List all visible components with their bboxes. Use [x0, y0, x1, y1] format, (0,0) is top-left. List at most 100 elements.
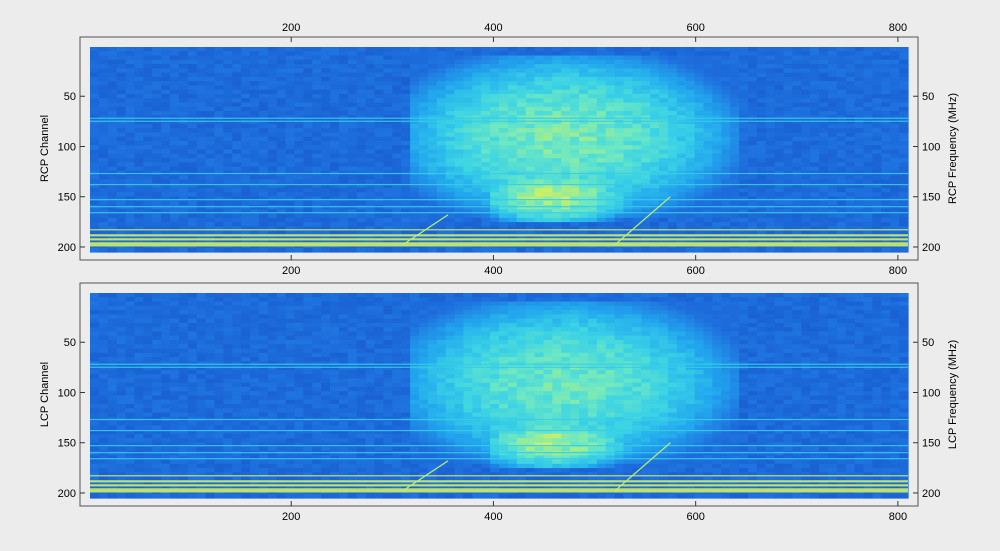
heatmap-cell [846, 68, 855, 73]
heatmap-cell [241, 68, 250, 73]
heatmap-cell [90, 64, 99, 69]
heatmap-cell [348, 60, 357, 65]
heatmap-cell [286, 150, 295, 155]
heatmap-cell [526, 179, 535, 184]
heatmap-cell [348, 162, 357, 167]
heatmap-cell [784, 103, 793, 108]
heatmap-cell [419, 192, 428, 197]
heatmap-cell [668, 293, 677, 298]
heatmap-cell [117, 107, 126, 112]
heatmap-cell [632, 248, 641, 253]
heatmap-cell [535, 188, 544, 193]
heatmap-cell [330, 128, 339, 133]
heatmap-cell [321, 175, 330, 180]
heatmap-cell [463, 120, 472, 125]
heatmap-cell [170, 192, 179, 197]
heatmap-cell [250, 306, 259, 311]
heatmap-cell [108, 73, 117, 78]
heatmap-cell [623, 192, 632, 197]
heatmap-cell [303, 103, 312, 108]
heatmap-cell [188, 314, 197, 319]
heatmap-cell [179, 188, 188, 193]
heatmap-cell [846, 218, 855, 223]
heatmap-cell [259, 167, 268, 172]
heatmap-cell [881, 222, 890, 227]
heatmap-cell [241, 150, 250, 155]
heatmap-cell [490, 293, 499, 298]
heatmap-cell [152, 141, 161, 146]
heatmap-cell [259, 196, 268, 201]
heatmap-cell [241, 293, 250, 298]
heatmap-cell [348, 128, 357, 133]
heatmap-cell [90, 205, 99, 210]
heatmap-cell [872, 132, 881, 137]
heatmap-cell [188, 201, 197, 206]
heatmap-cell [890, 68, 899, 73]
heatmap-cell [552, 196, 561, 201]
heatmap-cell [428, 154, 437, 159]
heatmap-cell [535, 158, 544, 163]
heatmap-cell [481, 226, 490, 231]
heatmap-cell [552, 124, 561, 129]
heatmap-cell [410, 111, 419, 116]
heatmap-cell [99, 306, 108, 311]
heatmap-cell [819, 128, 828, 133]
heatmap-cell [712, 218, 721, 223]
heatmap-cell [570, 111, 579, 116]
heatmap-cell [437, 297, 446, 302]
heatmap-cell [801, 154, 810, 159]
heatmap-cell [641, 98, 650, 103]
heatmap-cell [410, 94, 419, 99]
heatmap-cell [864, 132, 873, 137]
heatmap-cell [695, 51, 704, 56]
heatmap-cell [517, 226, 526, 231]
heatmap-cell [552, 77, 561, 82]
heatmap-cell [561, 56, 570, 61]
heatmap-cell [668, 158, 677, 163]
heatmap-cell [641, 90, 650, 95]
heatmap-cell [739, 103, 748, 108]
heatmap-cell [383, 124, 392, 129]
heatmap-cell [312, 98, 321, 103]
heatmap-cell [677, 85, 686, 90]
heatmap-cell [766, 205, 775, 210]
heatmap-cell [695, 56, 704, 61]
heatmap-cell [490, 154, 499, 159]
heatmap-cell [117, 137, 126, 142]
rcp-ylabel-left: RCP Channel [39, 115, 51, 182]
heatmap-cell [606, 196, 615, 201]
heatmap-cell [321, 314, 330, 319]
heatmap-cell [543, 94, 552, 99]
heatmap-cell [410, 73, 419, 78]
heatmap-cell [410, 137, 419, 142]
heatmap-cell [161, 179, 170, 184]
heatmap-cell [410, 64, 419, 69]
heatmap-cell [615, 51, 624, 56]
heatmap-cell [588, 196, 597, 201]
heatmap-cell [846, 145, 855, 150]
heatmap-cell [472, 141, 481, 146]
heatmap-cell [872, 192, 881, 197]
heatmap-cell [170, 81, 179, 86]
heatmap-cell [286, 218, 295, 223]
heatmap-cell [99, 85, 108, 90]
heatmap-cell [472, 302, 481, 307]
heatmap-cell [810, 248, 819, 253]
heatmap-cell [526, 222, 535, 227]
heatmap-cell [668, 47, 677, 52]
heatmap-cell [223, 107, 232, 112]
heatmap-cell [855, 297, 864, 302]
heatmap-cell [108, 81, 117, 86]
heatmap-cell [579, 47, 588, 52]
heatmap-cell [561, 77, 570, 82]
heatmap-cell [641, 94, 650, 99]
heatmap-cell [490, 73, 499, 78]
heatmap-cell [286, 158, 295, 163]
heatmap-cell [730, 179, 739, 184]
heatmap-cell [463, 167, 472, 172]
heatmap-cell [463, 175, 472, 180]
heatmap-cell [632, 154, 641, 159]
heatmap-cell [241, 188, 250, 193]
heatmap-cell [410, 150, 419, 155]
